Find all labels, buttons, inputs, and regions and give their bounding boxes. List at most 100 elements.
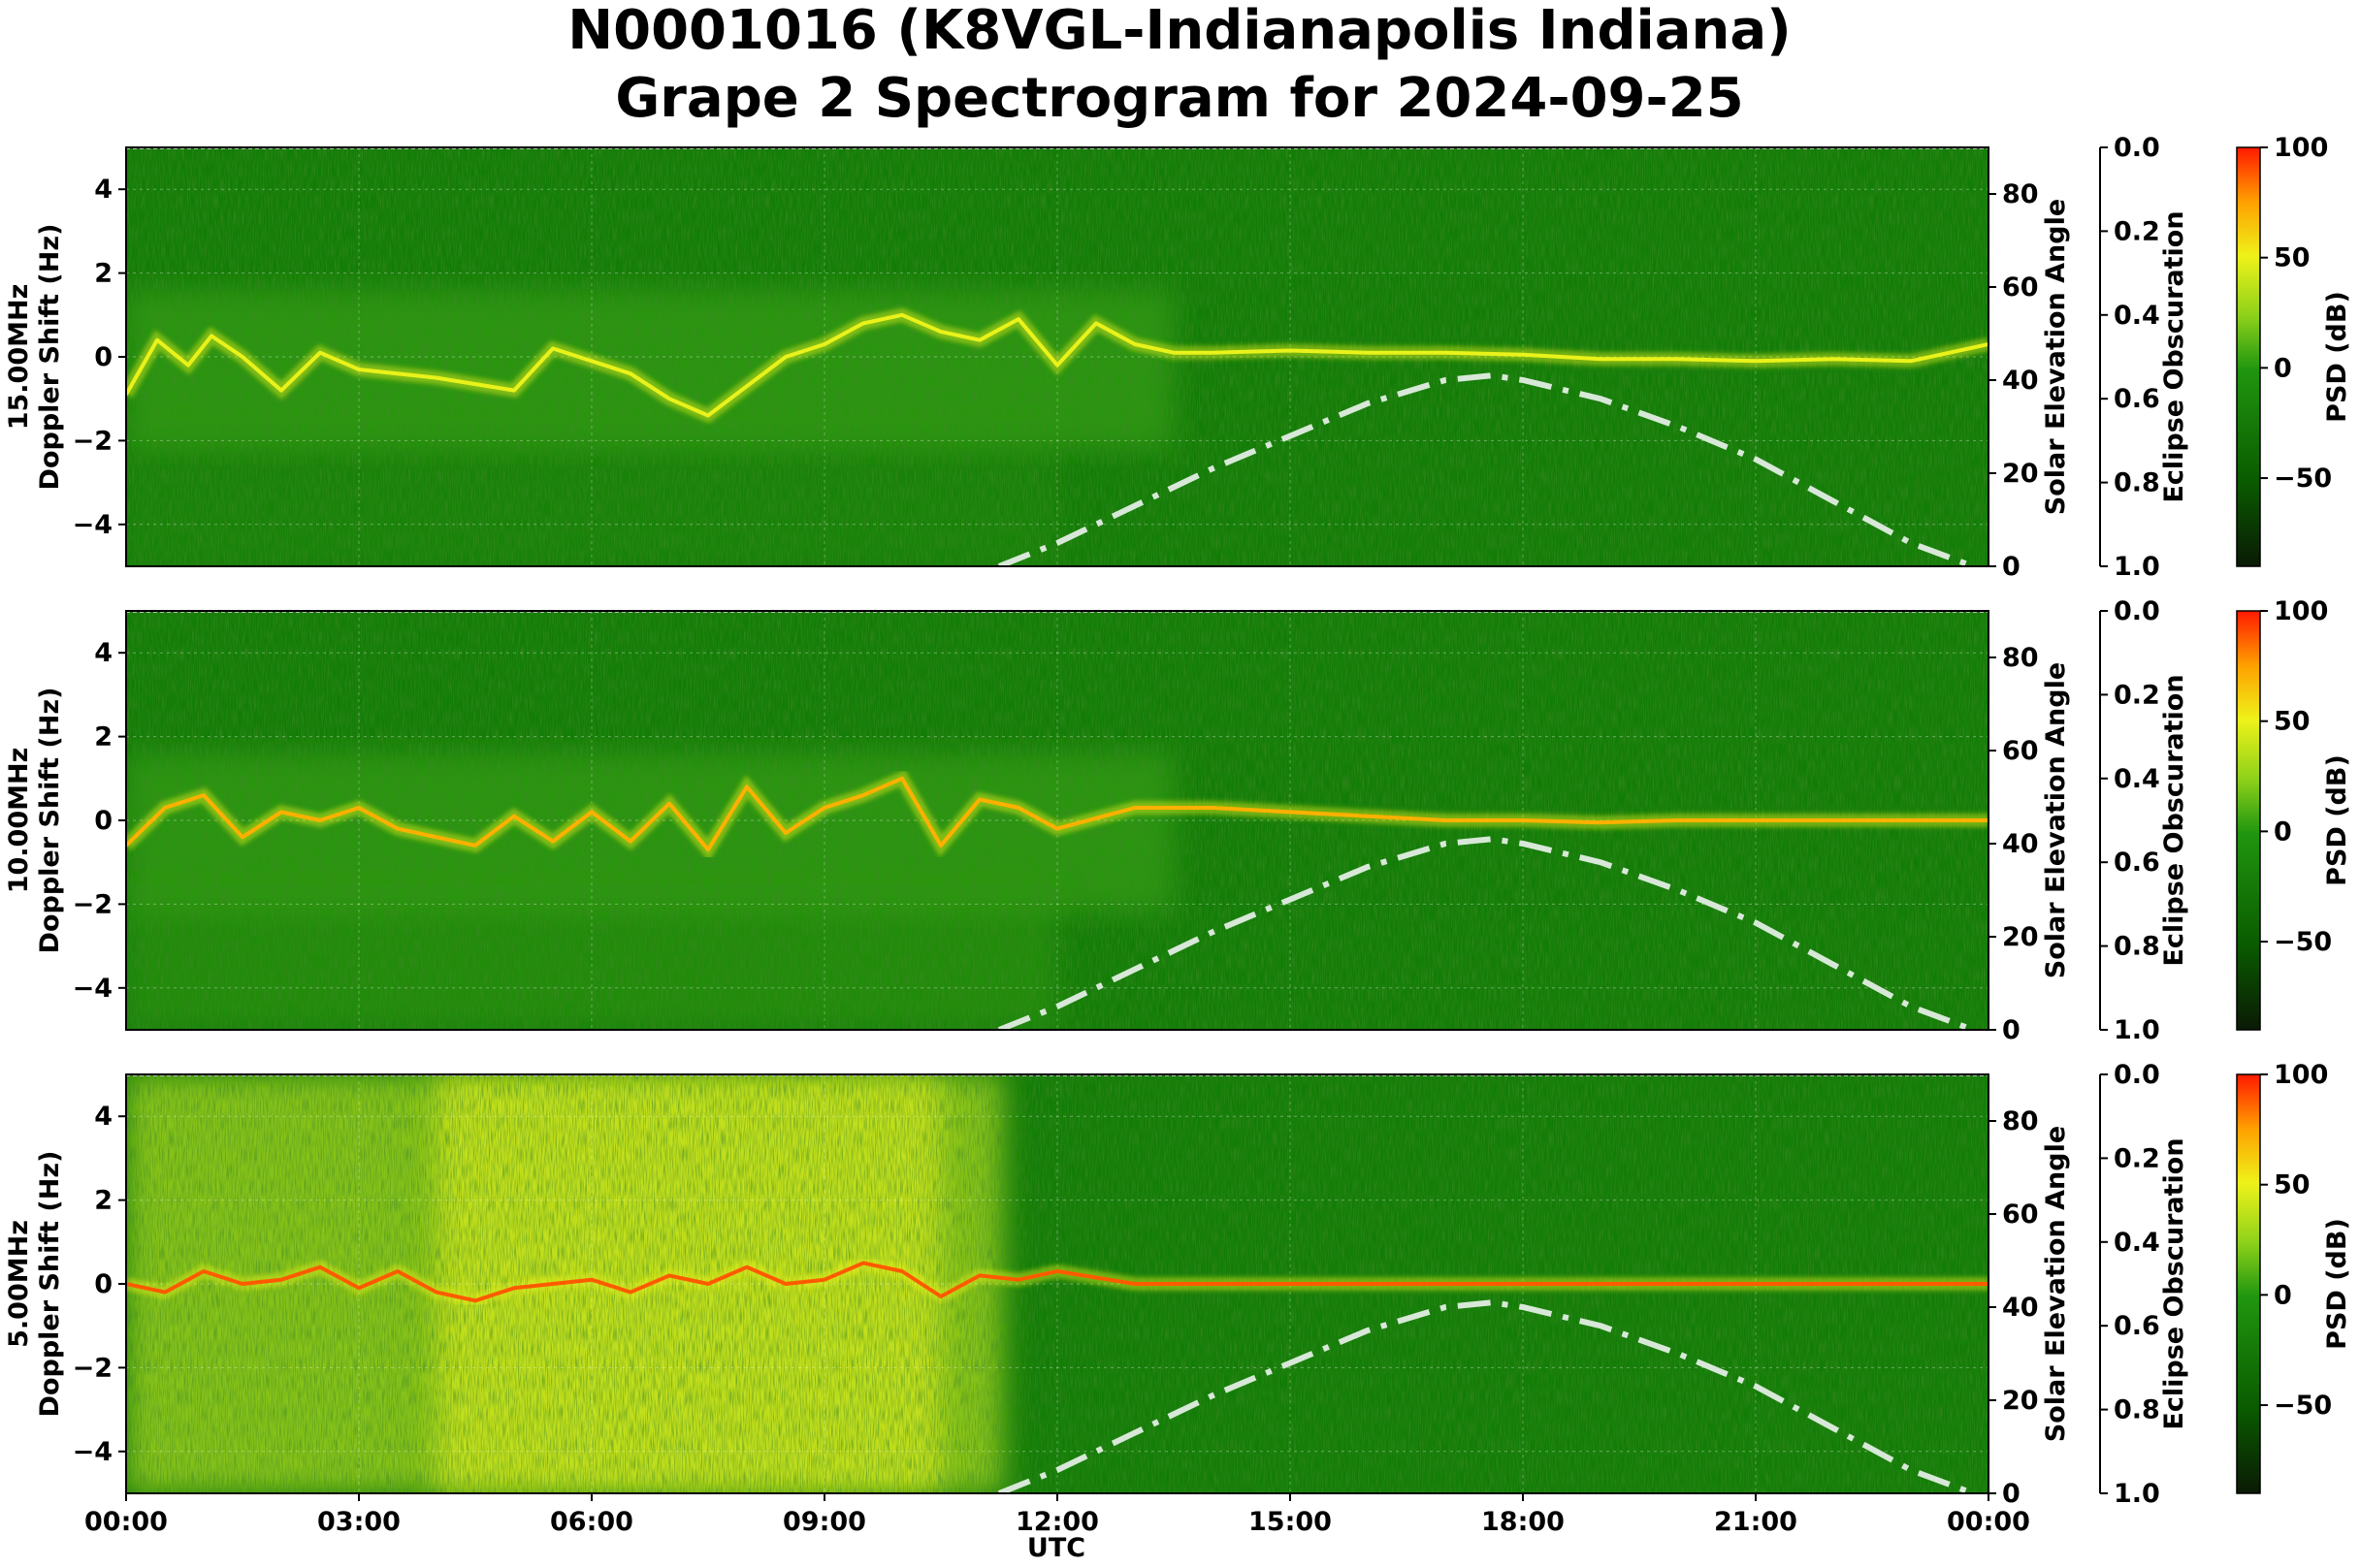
obscuration-axis-label: Eclipse Obscuration xyxy=(2159,1137,2189,1429)
y-tick-label: 0 xyxy=(94,342,113,372)
y3-tick-label: 0.4 xyxy=(2114,1228,2160,1258)
x-tick-label: 15:00 xyxy=(1248,1507,1332,1537)
doppler-trace xyxy=(126,1261,1988,1303)
panel-10.00mhz: 420−2−410.00MHz Doppler Shift (Hz)8060402… xyxy=(4,596,2352,1045)
solar-elevation-axis-label: Solar Elevation Angle xyxy=(2041,1126,2071,1442)
x-tick-label: 21:00 xyxy=(1714,1507,1797,1537)
x-tick-label: 00:00 xyxy=(1947,1507,2030,1537)
x-tick-label: 00:00 xyxy=(84,1507,168,1537)
y-tick-label: 2 xyxy=(94,1186,113,1216)
y-tick-label: −2 xyxy=(73,426,113,456)
y3-tick-label: 0.8 xyxy=(2114,932,2160,962)
spectrogram-plot xyxy=(126,1074,1988,1493)
colorbar-tick-label: 50 xyxy=(2274,243,2311,273)
y2-tick-label: 60 xyxy=(2002,736,2039,766)
colorbar-tick-label: 0 xyxy=(2274,816,2292,847)
y3-tick-label: 0.6 xyxy=(2114,384,2160,414)
chart-title-line1: N0001016 (K8VGL-Indianapolis Indiana) xyxy=(567,0,1792,62)
y2-tick-label: 20 xyxy=(2002,1386,2039,1416)
y-tick-label: 2 xyxy=(94,259,113,289)
colorbar-tick-label: 100 xyxy=(2274,133,2328,163)
solar-elevation-axis-label: Solar Elevation Angle xyxy=(2041,662,2071,978)
y2-tick-label: 60 xyxy=(2002,1200,2039,1230)
colorbar-tick-label: −50 xyxy=(2274,1391,2332,1421)
y-tick-label: −4 xyxy=(73,1437,113,1467)
frequency-label: 15.00MHz xyxy=(4,284,34,431)
doppler-trace xyxy=(126,312,1988,418)
x-axis-label: UTC xyxy=(1027,1533,1085,1563)
y3-tick-label: 0.4 xyxy=(2114,764,2160,794)
y-tick-label: −2 xyxy=(73,889,113,919)
obscuration-axis-label: Eclipse Obscuration xyxy=(2159,210,2189,502)
y3-tick-label: 0.8 xyxy=(2114,468,2160,498)
y3-tick-label: 0.6 xyxy=(2114,1311,2160,1341)
colorbar xyxy=(2236,610,2261,1031)
y2-tick-label: 0 xyxy=(2002,1015,2021,1045)
y2-tick-label: 20 xyxy=(2002,459,2039,489)
colorbar xyxy=(2236,1073,2261,1494)
y3-tick-label: 0.0 xyxy=(2114,133,2160,163)
y-tick-label: 4 xyxy=(94,175,113,205)
colorbar-tick-label: −50 xyxy=(2274,464,2332,494)
y3-tick-label: 0.0 xyxy=(2114,1060,2160,1090)
colorbar xyxy=(2236,146,2261,567)
y3-tick-label: 0.4 xyxy=(2114,301,2160,331)
colorbar-label: PSD (dB) xyxy=(2322,291,2352,423)
y2-tick-label: 80 xyxy=(2002,1106,2039,1136)
y2-tick-label: 40 xyxy=(2002,829,2039,859)
colorbar-tick-label: 0 xyxy=(2274,1280,2292,1310)
x-tick-label: 09:00 xyxy=(783,1507,866,1537)
solar-elevation-axis-label: Solar Elevation Angle xyxy=(2041,199,2071,515)
frequency-label: 5.00MHz xyxy=(4,1220,34,1348)
doppler-axis-label: Doppler Shift (Hz) xyxy=(35,224,65,491)
y3-tick-label: 0.2 xyxy=(2114,1143,2160,1173)
y2-tick-label: 80 xyxy=(2002,179,2039,209)
y2-tick-label: 20 xyxy=(2002,922,2039,952)
doppler-trace xyxy=(126,776,1988,852)
panel-5.00mhz: 420−2−45.00MHz Doppler Shift (Hz)80604020… xyxy=(4,1060,2352,1509)
y3-tick-label: 1.0 xyxy=(2114,1479,2160,1509)
spectrogram-plot xyxy=(126,147,1988,566)
colorbar-label: PSD (dB) xyxy=(2322,1218,2352,1350)
y-tick-label: 0 xyxy=(94,1269,113,1299)
y3-tick-label: 0.8 xyxy=(2114,1395,2160,1425)
y-tick-label: 4 xyxy=(94,1102,113,1132)
y2-tick-label: 40 xyxy=(2002,366,2039,396)
colorbar-label: PSD (dB) xyxy=(2322,754,2352,886)
chart-title-line2: Grape 2 Spectrogram for 2024-09-25 xyxy=(615,67,1743,130)
colorbar-tick-label: −50 xyxy=(2274,927,2332,957)
y3-tick-label: 1.0 xyxy=(2114,1015,2160,1045)
y2-tick-label: 80 xyxy=(2002,643,2039,673)
spectrogram-plot xyxy=(126,611,1988,1030)
y3-tick-label: 0.2 xyxy=(2114,216,2160,246)
y3-tick-label: 0.2 xyxy=(2114,680,2160,710)
y-tick-label: 2 xyxy=(94,722,113,752)
colorbar-tick-label: 0 xyxy=(2274,353,2292,383)
obscuration-axis-label: Eclipse Obscuration xyxy=(2159,674,2189,966)
panel-15.00mhz: 420−2−415.00MHz Doppler Shift (Hz)8060402… xyxy=(4,133,2352,582)
y2-tick-label: 60 xyxy=(2002,272,2039,303)
x-tick-label: 12:00 xyxy=(1016,1507,1099,1537)
x-tick-label: 18:00 xyxy=(1481,1507,1565,1537)
y3-tick-label: 1.0 xyxy=(2114,552,2160,582)
doppler-axis-label: Doppler Shift (Hz) xyxy=(35,1151,65,1418)
doppler-axis-label: Doppler Shift (Hz) xyxy=(35,688,65,954)
frequency-label: 10.00MHz xyxy=(4,748,34,894)
colorbar-tick-label: 100 xyxy=(2274,1060,2328,1090)
panels-group: 420−2−415.00MHz Doppler Shift (Hz)8060402… xyxy=(4,133,2352,1537)
y3-tick-label: 0.0 xyxy=(2114,596,2160,626)
x-tick-label: 03:00 xyxy=(317,1507,401,1537)
y2-tick-label: 0 xyxy=(2002,552,2021,582)
colorbar-tick-label: 50 xyxy=(2274,1170,2311,1200)
colorbar-tick-label: 50 xyxy=(2274,707,2311,737)
y3-tick-label: 0.6 xyxy=(2114,848,2160,878)
y-tick-label: −4 xyxy=(73,974,113,1004)
colorbar-tick-label: 100 xyxy=(2274,596,2328,626)
x-tick-label: 06:00 xyxy=(550,1507,633,1537)
y2-tick-label: 40 xyxy=(2002,1293,2039,1323)
y2-tick-label: 0 xyxy=(2002,1479,2021,1509)
y-tick-label: 4 xyxy=(94,638,113,668)
y-tick-label: 0 xyxy=(94,806,113,836)
